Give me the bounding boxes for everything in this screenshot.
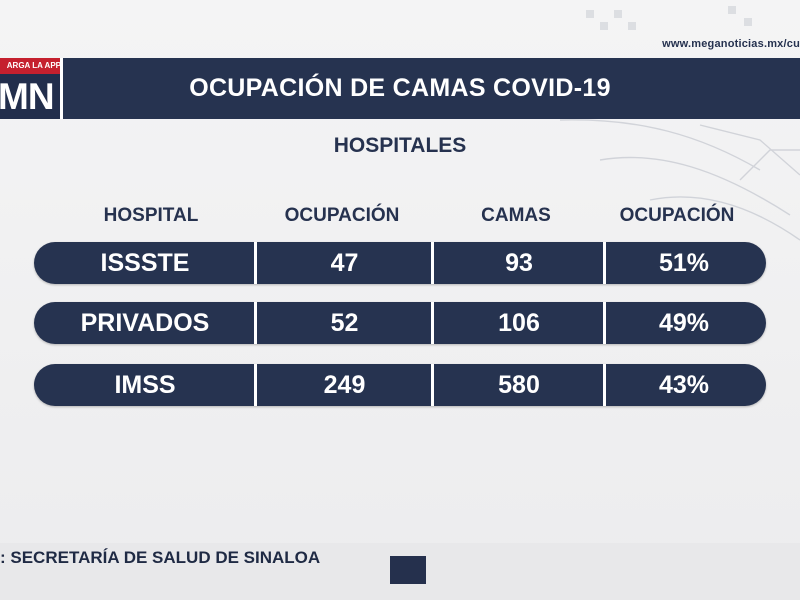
title-bar	[0, 58, 800, 119]
column-header-porcentaje: OCUPACIÓN	[619, 205, 735, 226]
cell-divider	[603, 242, 606, 284]
cell-divider	[431, 242, 434, 284]
cell-divider	[254, 242, 257, 284]
cell-camas: 580	[498, 371, 540, 399]
cell-divider	[254, 302, 257, 344]
logo-app-banner: ARGA LA APP	[0, 58, 60, 74]
cell-hospital: ISSSTE	[100, 249, 190, 277]
cell-divider	[603, 302, 606, 344]
footer-square	[390, 556, 426, 584]
cell-divider	[431, 302, 434, 344]
table-row: PRIVADOS 52 106 49%	[34, 302, 766, 344]
website-url: www.meganoticias.mx/cu	[662, 38, 800, 50]
cell-porcentaje: 49%	[658, 309, 710, 337]
column-header-ocupacion: OCUPACIÓN	[284, 205, 400, 226]
cell-ocupacion: 249	[323, 371, 366, 399]
cell-divider	[431, 364, 434, 406]
page-title: OCUPACIÓN DE CAMAS COVID-19	[189, 74, 611, 102]
cell-hospital: PRIVADOS	[80, 309, 210, 337]
cell-camas: 93	[505, 249, 533, 277]
table-row: IMSS 249 580 43%	[34, 364, 766, 406]
column-header-hospital: HOSPITAL	[103, 205, 199, 226]
section-subtitle: HOSPITALES	[333, 134, 467, 157]
cell-divider	[603, 364, 606, 406]
column-header-camas: CAMAS	[481, 205, 551, 226]
table-row: ISSSTE 47 93 51%	[34, 242, 766, 284]
cell-porcentaje: 51%	[658, 249, 710, 277]
cell-camas: 106	[498, 309, 540, 337]
cell-ocupacion: 52	[330, 309, 359, 337]
source-credit: : SECRETARÍA DE SALUD DE SINALOA	[0, 548, 321, 567]
channel-logo: ARGA LA APP MN	[0, 58, 63, 119]
cell-ocupacion: 47	[330, 249, 359, 277]
cell-hospital: IMSS	[114, 371, 176, 399]
logo-text: MN	[0, 76, 55, 117]
cell-divider	[254, 364, 257, 406]
cell-porcentaje: 43%	[658, 371, 710, 399]
